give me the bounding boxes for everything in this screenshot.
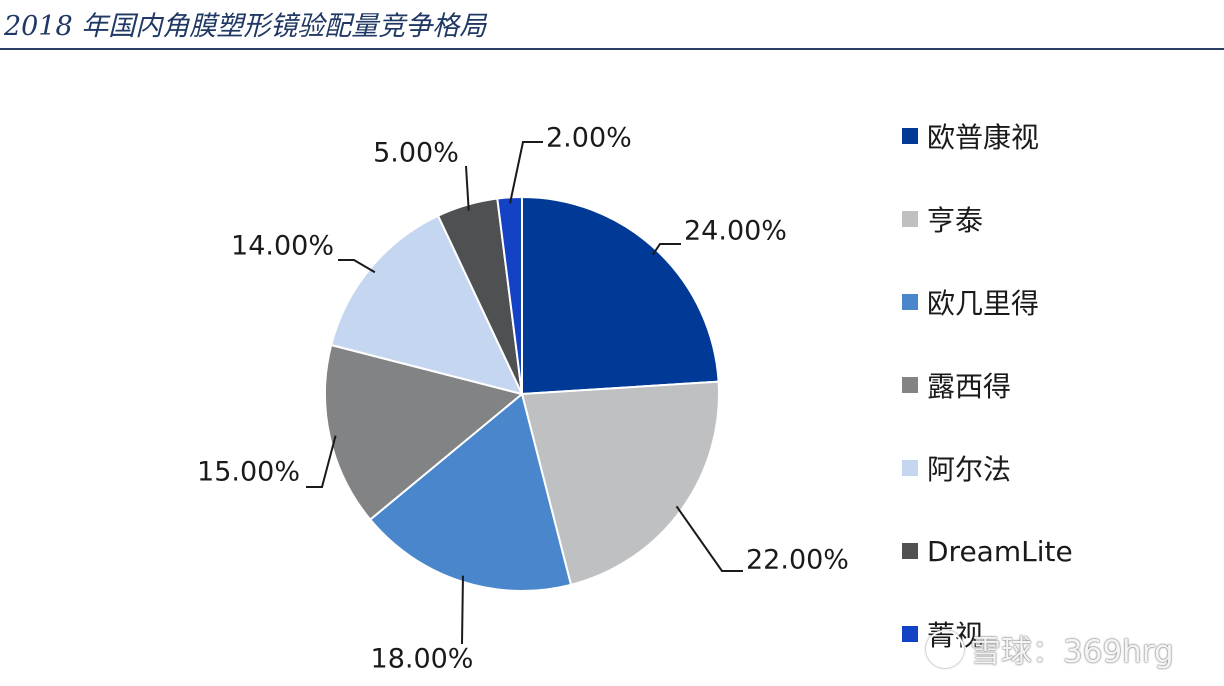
legend-label: 亨泰 bbox=[927, 204, 984, 237]
legend-swatch bbox=[902, 543, 918, 559]
data-label: 18.00% bbox=[371, 644, 474, 675]
snowball-logo-icon bbox=[926, 629, 964, 668]
legend-item: 亨泰 bbox=[902, 199, 983, 239]
legend-label: 露西得 bbox=[927, 370, 1012, 403]
data-label: 22.00% bbox=[746, 545, 849, 576]
pie-slice-- bbox=[496, 195, 523, 395]
legend-swatch bbox=[902, 128, 918, 144]
chart-title: 2018 年国内角膜塑形镜验配量竞争格局 bbox=[4, 11, 487, 42]
legend-label: 欧普康视 bbox=[927, 121, 1040, 154]
legend-swatch bbox=[902, 211, 918, 227]
legend-swatch bbox=[902, 626, 918, 642]
data-label: 14.00% bbox=[231, 231, 334, 262]
leader-line bbox=[651, 243, 681, 256]
leader-line bbox=[338, 259, 376, 274]
legend-swatch bbox=[902, 460, 918, 476]
watermark-text: 雪球：369hrg bbox=[970, 634, 1174, 670]
legend-swatch bbox=[902, 377, 918, 393]
data-label: 15.00% bbox=[197, 457, 300, 488]
legend-item: 欧普康视 bbox=[902, 116, 1039, 156]
leader-line bbox=[509, 141, 543, 204]
leader-line bbox=[465, 165, 470, 211]
legend-label: 阿尔法 bbox=[927, 453, 1012, 486]
legend-item: 欧几里得 bbox=[902, 282, 1039, 322]
legend-item: DreamLite bbox=[902, 531, 1073, 571]
pie-slice-- bbox=[324, 343, 525, 521]
legend-swatch bbox=[902, 294, 918, 310]
leader-line bbox=[675, 505, 743, 572]
pie-slice-- bbox=[368, 392, 573, 592]
leader-line bbox=[306, 435, 337, 488]
legend-item: 阿尔法 bbox=[902, 448, 1011, 488]
data-label: 5.00% bbox=[373, 138, 459, 169]
legend-label: DreamLite bbox=[927, 534, 1073, 568]
data-label: 24.00% bbox=[684, 216, 787, 247]
title-divider bbox=[0, 48, 1224, 50]
pie-slice-- bbox=[520, 380, 720, 587]
data-label: 2.00% bbox=[546, 123, 632, 154]
leader-line bbox=[461, 575, 464, 645]
legend-item: 露西得 bbox=[902, 365, 1011, 405]
legend-label: 欧几里得 bbox=[927, 287, 1040, 320]
watermark: 雪球：369hrg bbox=[926, 626, 1174, 671]
